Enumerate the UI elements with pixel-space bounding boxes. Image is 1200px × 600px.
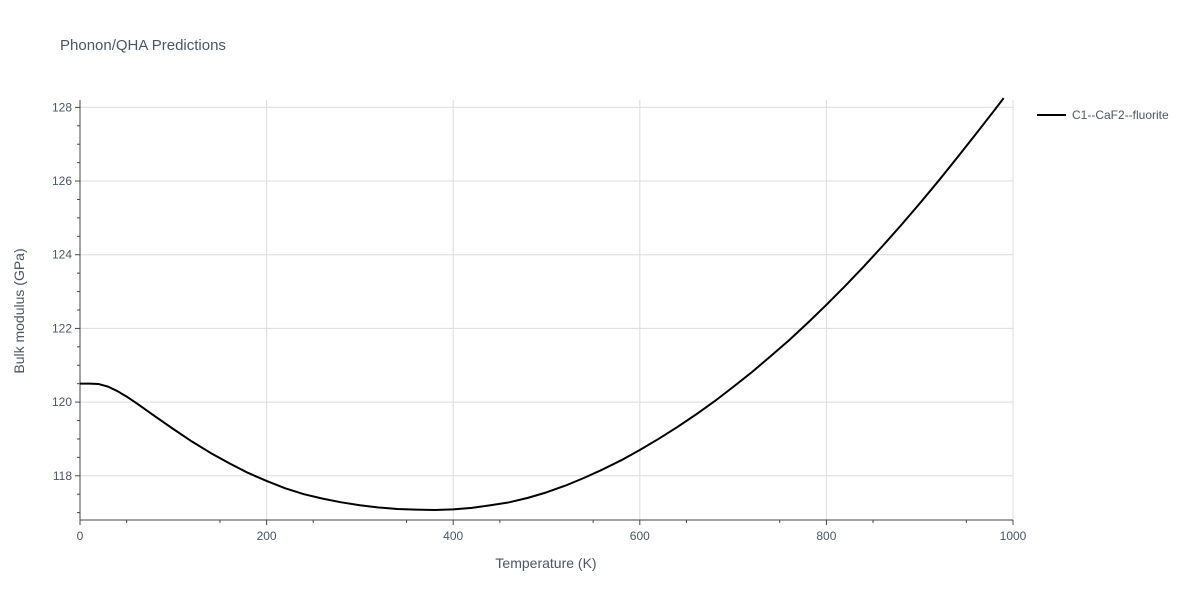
grid-lines xyxy=(80,100,1014,520)
y-tick-label: 126 xyxy=(52,174,72,188)
x-tick-label: 0 xyxy=(77,529,84,543)
y-tick-label: 128 xyxy=(52,100,72,114)
y-tick-label: 122 xyxy=(52,321,72,335)
x-tick-label: 200 xyxy=(257,529,277,543)
axes xyxy=(75,100,1014,525)
tick-labels: 0 200 400 600 800 1000 118 120 122 124 126 128 xyxy=(52,100,1027,543)
x-axis-title: Temperature (K) xyxy=(495,555,596,571)
x-tick-label: 800 xyxy=(816,529,836,543)
series-layer xyxy=(80,97,1005,512)
y-tick-label: 124 xyxy=(52,248,72,262)
x-tick-label: 1000 xyxy=(1000,529,1027,543)
series-line[interactable] xyxy=(80,97,1005,512)
x-tick-label: 600 xyxy=(630,529,650,543)
y-tick-label: 120 xyxy=(52,395,72,409)
y-tick-label: 118 xyxy=(53,469,72,483)
y-axis-title: Bulk modulus (GPa) xyxy=(11,248,27,373)
legend-label: C1--CaF2--fluorite xyxy=(1072,108,1169,122)
chart-title: Phonon/QHA Predictions xyxy=(60,37,226,54)
legend[interactable]: C1--CaF2--fluorite xyxy=(1037,108,1169,122)
x-tick-label: 400 xyxy=(443,529,463,543)
